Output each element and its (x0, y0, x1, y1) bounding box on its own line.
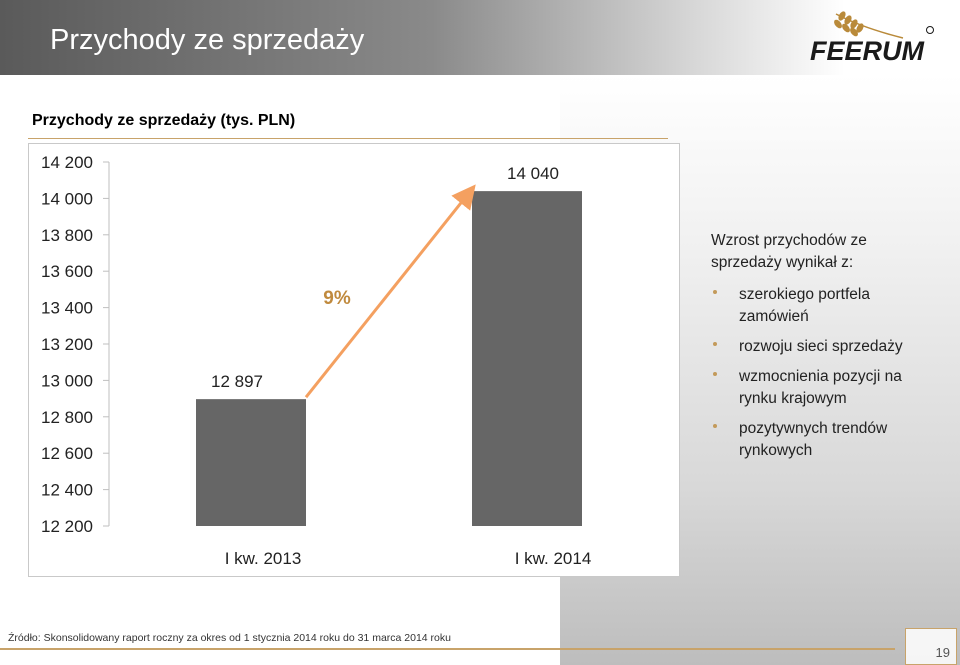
bar (472, 191, 582, 526)
growth-arrow (304, 184, 476, 399)
y-tick-label: 12 600 (41, 444, 93, 463)
bar-chart: 12 200 12 400 12 600 12 800 13 000 13 200 13 4… (41, 153, 592, 568)
bullet-item: pozytywnych trendów rynkowych (711, 418, 941, 462)
bullet-text: pozytywnych trendów rynkowych (739, 420, 888, 459)
bullet-dot (713, 424, 717, 428)
bullet-item: rozwoju sieci sprzedaży (711, 336, 941, 358)
y-tick-label: 13 400 (41, 299, 93, 318)
side-panel: Wzrost przychodów ze sprzedaży wynikał z… (711, 230, 941, 470)
bullet-item: szerokiego portfela zamówień (711, 284, 941, 328)
y-tick-label: 13 200 (41, 335, 93, 354)
bar (196, 399, 306, 526)
wheat-icon (834, 11, 904, 39)
bullet-dot (713, 372, 717, 376)
header-banner: Przychody ze sprzedaży FEERUM (0, 0, 960, 75)
y-tick-label: 13 600 (41, 262, 93, 281)
y-tick-label: 13 000 (41, 371, 93, 390)
bullet-dot (713, 290, 717, 294)
y-tick-label: 13 800 (41, 226, 93, 245)
chart-title: Przychody ze sprzedaży (tys. PLN) (32, 112, 296, 129)
logo-wordmark: FEERUM (810, 36, 925, 66)
title-underline (28, 138, 668, 139)
y-tick-label: 14 000 (41, 189, 93, 208)
growth-label: 9% (323, 288, 351, 309)
page-number: 19 (935, 645, 950, 660)
category-label: I kw. 2013 (225, 549, 302, 568)
y-tick-label: 12 200 (41, 517, 93, 536)
bar-value-label: 12 897 (211, 372, 263, 391)
feerum-logo: FEERUM (810, 11, 934, 66)
y-tick-label: 12 800 (41, 408, 93, 427)
y-tick-label: 14 200 (41, 153, 93, 172)
category-label: I kw. 2014 (515, 549, 592, 568)
bullet-text: rozwoju sieci sprzedaży (739, 338, 903, 355)
bar-value-label: 14 040 (507, 164, 559, 183)
bullet-dot (713, 342, 717, 346)
side-intro: Wzrost przychodów ze sprzedaży wynikał z… (711, 232, 867, 271)
chart-frame: 12 200 12 400 12 600 12 800 13 000 13 200 13 4… (28, 143, 680, 577)
footer-line (0, 648, 895, 650)
bullet-list: szerokiego portfela zamówień rozwoju sie… (711, 284, 941, 462)
page-number-box: 19 (905, 628, 957, 665)
bullet-item: wzmocnienia pozycji na rynku krajowym (711, 366, 941, 410)
page-title: Przychody ze sprzedaży (50, 24, 365, 56)
bullet-text: wzmocnienia pozycji na rynku krajowym (739, 368, 902, 407)
source-note: Źródło: Skonsolidowany raport roczny za … (8, 632, 451, 644)
y-tick-label: 12 400 (41, 481, 93, 500)
bullet-text: szerokiego portfela zamówień (739, 286, 870, 325)
